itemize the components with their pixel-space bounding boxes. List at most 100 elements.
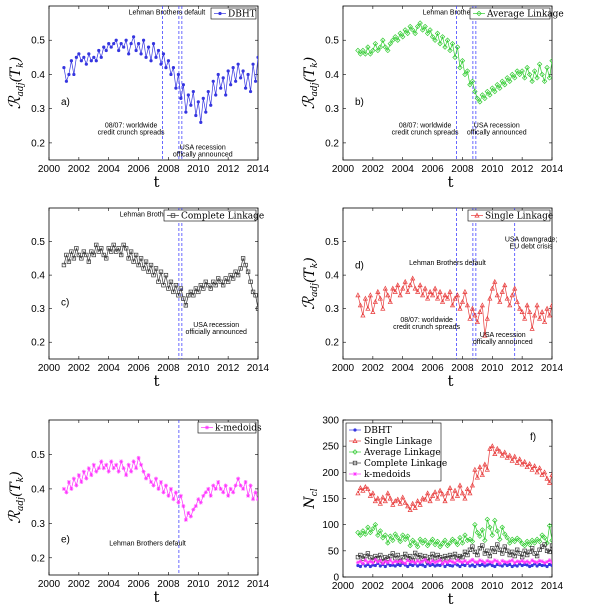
data-point [259,310,263,314]
data-point [211,483,216,488]
data-point [408,553,413,559]
data-point [79,480,84,484]
data-point [445,560,450,565]
data-point [101,466,106,471]
data-point [253,79,258,83]
data-point [439,299,446,304]
data-point [188,289,193,295]
data-point [450,554,455,560]
data-point [124,38,128,42]
data-point [395,282,401,288]
data-point [366,562,370,567]
x-tick-label: 2002 [362,363,385,374]
data-point [245,269,251,274]
data-point [360,528,366,534]
y-tick-label: 300 [322,416,339,427]
data-point [363,553,368,559]
data-point [449,302,456,308]
data-point [422,23,428,30]
data-point [397,500,403,506]
data-point [393,559,398,564]
data-point [513,563,517,567]
data-point [193,286,198,291]
data-point [523,562,527,567]
data-point [400,554,405,560]
data-point [482,332,488,338]
data-point [499,78,505,84]
data-point [529,325,535,331]
data-point [499,452,505,458]
data-point [484,315,490,321]
data-point [106,469,111,474]
data-point [406,564,410,569]
data-point [375,532,381,538]
data-point [134,466,139,471]
x-tick-label: 2010 [481,164,504,175]
data-point [521,75,528,81]
data-point [452,551,458,557]
data-point [427,288,433,294]
data-point [412,30,418,37]
data-point [231,490,236,495]
data-point [360,561,365,566]
data-point [380,494,386,500]
data-point [424,30,431,37]
data-point [77,52,81,56]
data-point [398,563,402,568]
data-point [489,532,496,538]
data-point [154,476,159,481]
data-point [397,292,403,298]
data-point [512,553,517,559]
data-point [134,48,138,53]
data-point [373,563,377,568]
data-point [432,489,438,495]
data-point [127,52,131,56]
data-point [391,563,395,567]
y-tick-label: 50 [328,546,340,557]
data-point [457,535,463,541]
data-point [517,305,523,311]
data-point [434,495,441,501]
y-tick-label: 0.2 [31,138,45,149]
data-point [99,459,104,464]
annotation-text: offically announced [467,129,527,136]
data-point [114,249,119,254]
data-point [467,490,473,496]
data-point [367,51,374,57]
data-point [400,560,405,565]
panel-letter: b) [355,97,364,108]
data-point [482,537,488,544]
data-point [419,540,426,546]
data-point [434,538,441,545]
data-point [549,472,552,477]
data-point [439,491,446,497]
legend-box [163,209,257,222]
data-point [494,528,500,534]
data-point [189,103,193,107]
data-point [484,88,491,95]
data-point [420,292,426,298]
legend: Average Linkage [469,7,564,20]
data-point [117,48,121,53]
data-point [497,561,502,566]
data-point [133,252,139,258]
data-point [156,486,161,491]
data-point [515,564,519,568]
data-point [525,552,530,558]
data-point [474,529,481,536]
data-point [191,293,196,298]
data-point [542,542,547,547]
data-point [499,288,505,294]
data-point [459,540,466,546]
data-point [541,535,548,541]
x-axis-label: t [153,173,159,191]
data-point [183,517,188,522]
legend-box [345,422,442,482]
data-point [400,34,406,40]
data-point [402,536,408,543]
data-point [412,504,418,510]
data-point [432,541,438,548]
y-tick-label: 0.3 [31,104,45,115]
annotation-text: credit crunch spreads [392,129,459,136]
y-tick-label: 0.2 [325,338,339,349]
